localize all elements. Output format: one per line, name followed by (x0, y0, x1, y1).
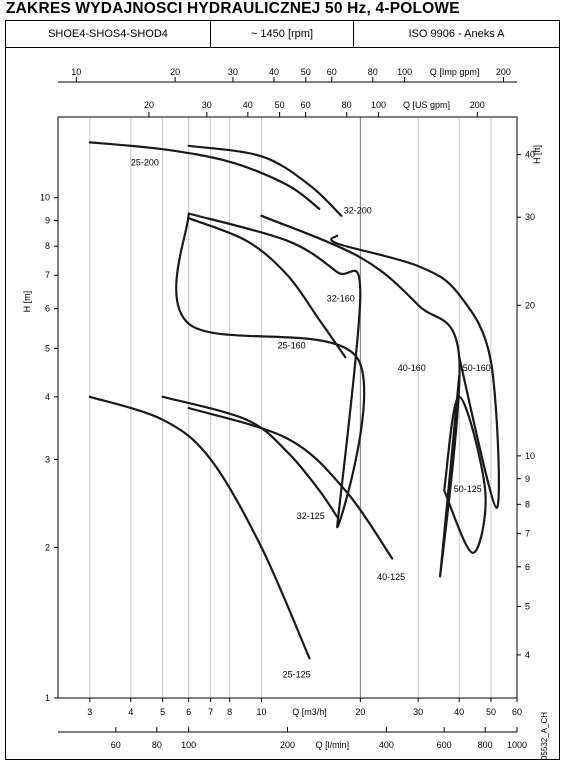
ft-tick-label: 40 (525, 150, 535, 160)
impgpm-tick-label: 60 (327, 67, 337, 77)
ft-axis-label: H [ft] (532, 145, 542, 164)
usgpm-tick-label: 60 (301, 100, 311, 110)
curves (88, 141, 500, 660)
ft-tick-label: 8 (525, 499, 530, 509)
curve-50-125 (443, 395, 487, 554)
y-axis-label: H [m] (22, 291, 32, 313)
y-tick-label: 2 (45, 542, 50, 552)
x-tick-label: 8 (227, 707, 232, 717)
header-standard: ISO 9906 - Aneks A (408, 28, 505, 40)
curve-25-200 (88, 141, 321, 210)
x-tick-label: 40 (454, 707, 464, 717)
impgpm-tick-label: 100 (397, 67, 412, 77)
ft-tick-label: 9 (525, 474, 530, 484)
curve-label-32-200: 32-200 (344, 205, 372, 215)
y-tick-label: 10 (40, 193, 50, 203)
lmin-tick-label: 60 (111, 740, 121, 750)
ft-tick-label: 6 (525, 562, 530, 572)
lmin-tick-label: 600 (437, 740, 452, 750)
ft-tick-label: 7 (525, 528, 530, 538)
usgpm-tick-label: 40 (243, 100, 253, 110)
impgpm-tick-label: 40 (269, 67, 279, 77)
header-table: SHOE4-SHOS4-SHOD4 ~ 1450 [rpm] ISO 9906 … (5, 20, 560, 48)
x-tick-label: 20 (355, 707, 365, 717)
impgpm-tick-label: 20 (170, 67, 180, 77)
y-tick-label: 3 (45, 454, 50, 464)
plot-border (57, 116, 518, 699)
header-models: SHOE4-SHOS4-SHOD4 (6, 21, 211, 47)
impgpm-tick-label: 30 (228, 67, 238, 77)
curve-label-25-160: 25-160 (278, 340, 306, 350)
lmin-tick-label: 200 (280, 740, 295, 750)
usgpm-tick-label: 20 (144, 100, 154, 110)
curve-label-40-125: 40-125 (377, 572, 405, 582)
usgpm-tick-label: 200 (470, 100, 485, 110)
ft-tick-label: 10 (525, 451, 535, 461)
lmin-axis-label: Q [l/min] (316, 740, 350, 750)
impgpm-tick-label: 200 (496, 67, 511, 77)
curve-25-160 (187, 217, 347, 359)
impgpm-axis-label: Q [Imp gpm] (430, 67, 480, 77)
impgpm-tick-label: 80 (368, 67, 378, 77)
axes: 3 4 5 6 7 8 10 20 30 40 50 60 Q [m3/h] 60 80 100 200 400 6… (22, 67, 549, 760)
lmin-tick-label: 100 (181, 740, 196, 750)
curve-32-125 (161, 395, 339, 519)
ft-tick-label: 20 (525, 300, 535, 310)
x-tick-label: 10 (256, 707, 266, 717)
x-tick-label: 3 (87, 707, 92, 717)
chart-frame (5, 48, 560, 760)
impgpm-tick-label: 50 (301, 67, 311, 77)
x-tick-label: 30 (413, 707, 423, 717)
lmin-tick-label: 800 (478, 740, 493, 750)
x-tick-label: 50 (486, 707, 496, 717)
lmin-tick-label: 1000 (507, 740, 527, 750)
usgpm-tick-label: 50 (275, 100, 285, 110)
usgpm-tick-label: 80 (342, 100, 352, 110)
x-tick-label: 60 (512, 707, 522, 717)
y-tick-label: 7 (45, 270, 50, 280)
y-tick-label: 4 (45, 392, 50, 402)
curve-label-25-200: 25-200 (131, 157, 159, 167)
y-tick-label: 8 (45, 241, 50, 251)
impgpm-tick-label: 10 (71, 67, 81, 77)
grid-lines (89, 117, 518, 698)
ft-tick-label: 5 (525, 601, 530, 611)
curve-32-200 (187, 144, 343, 217)
y-tick-label: 6 (45, 304, 50, 314)
curve-label-50-160: 50-160 (463, 363, 491, 373)
curve-50-160 (330, 234, 500, 509)
lmin-tick-label: 80 (152, 740, 162, 750)
ft-tick-label: 30 (525, 212, 535, 222)
x-tick-label: 4 (128, 707, 133, 717)
x-axis-label: Q [m3/h] (292, 707, 327, 717)
y-tick-label: 5 (45, 343, 50, 353)
x-tick-label: 6 (186, 707, 191, 717)
usgpm-tick-label: 30 (202, 100, 212, 110)
header-speed: ~ 1450 [rpm] (211, 21, 354, 47)
curve-32-160 (175, 212, 366, 528)
curve-label-50-125: 50-125 (454, 484, 482, 494)
y-tick-label: 1 (45, 693, 50, 703)
curve-label-32-125: 32-125 (297, 511, 325, 521)
ft-tick-label: 4 (525, 650, 530, 660)
usgpm-axis-label: Q [US gpm] (403, 100, 450, 110)
curve-25-125 (88, 395, 311, 660)
usgpm-tick-label: 100 (371, 100, 386, 110)
y-tick-label: 9 (45, 216, 50, 226)
chart-title: ZAKRES WYDAJNOSCI HYDRAULICZNEJ 50 Hz, 4… (6, 0, 460, 17)
curve-label-40-160: 40-160 (398, 363, 426, 373)
curve-40-125 (187, 406, 394, 560)
figure-code: 05532_A_CH (540, 712, 549, 760)
x-tick-label: 5 (160, 707, 165, 717)
lmin-tick-label: 400 (379, 740, 394, 750)
curve-label-25-125: 25-125 (283, 669, 311, 679)
x-tick-label: 7 (208, 707, 213, 717)
curve-labels: 25-200 32-200 32-160 25-160 40-160 50-160 25-1… (131, 157, 491, 679)
curve-label-32-160: 32-160 (327, 294, 355, 304)
